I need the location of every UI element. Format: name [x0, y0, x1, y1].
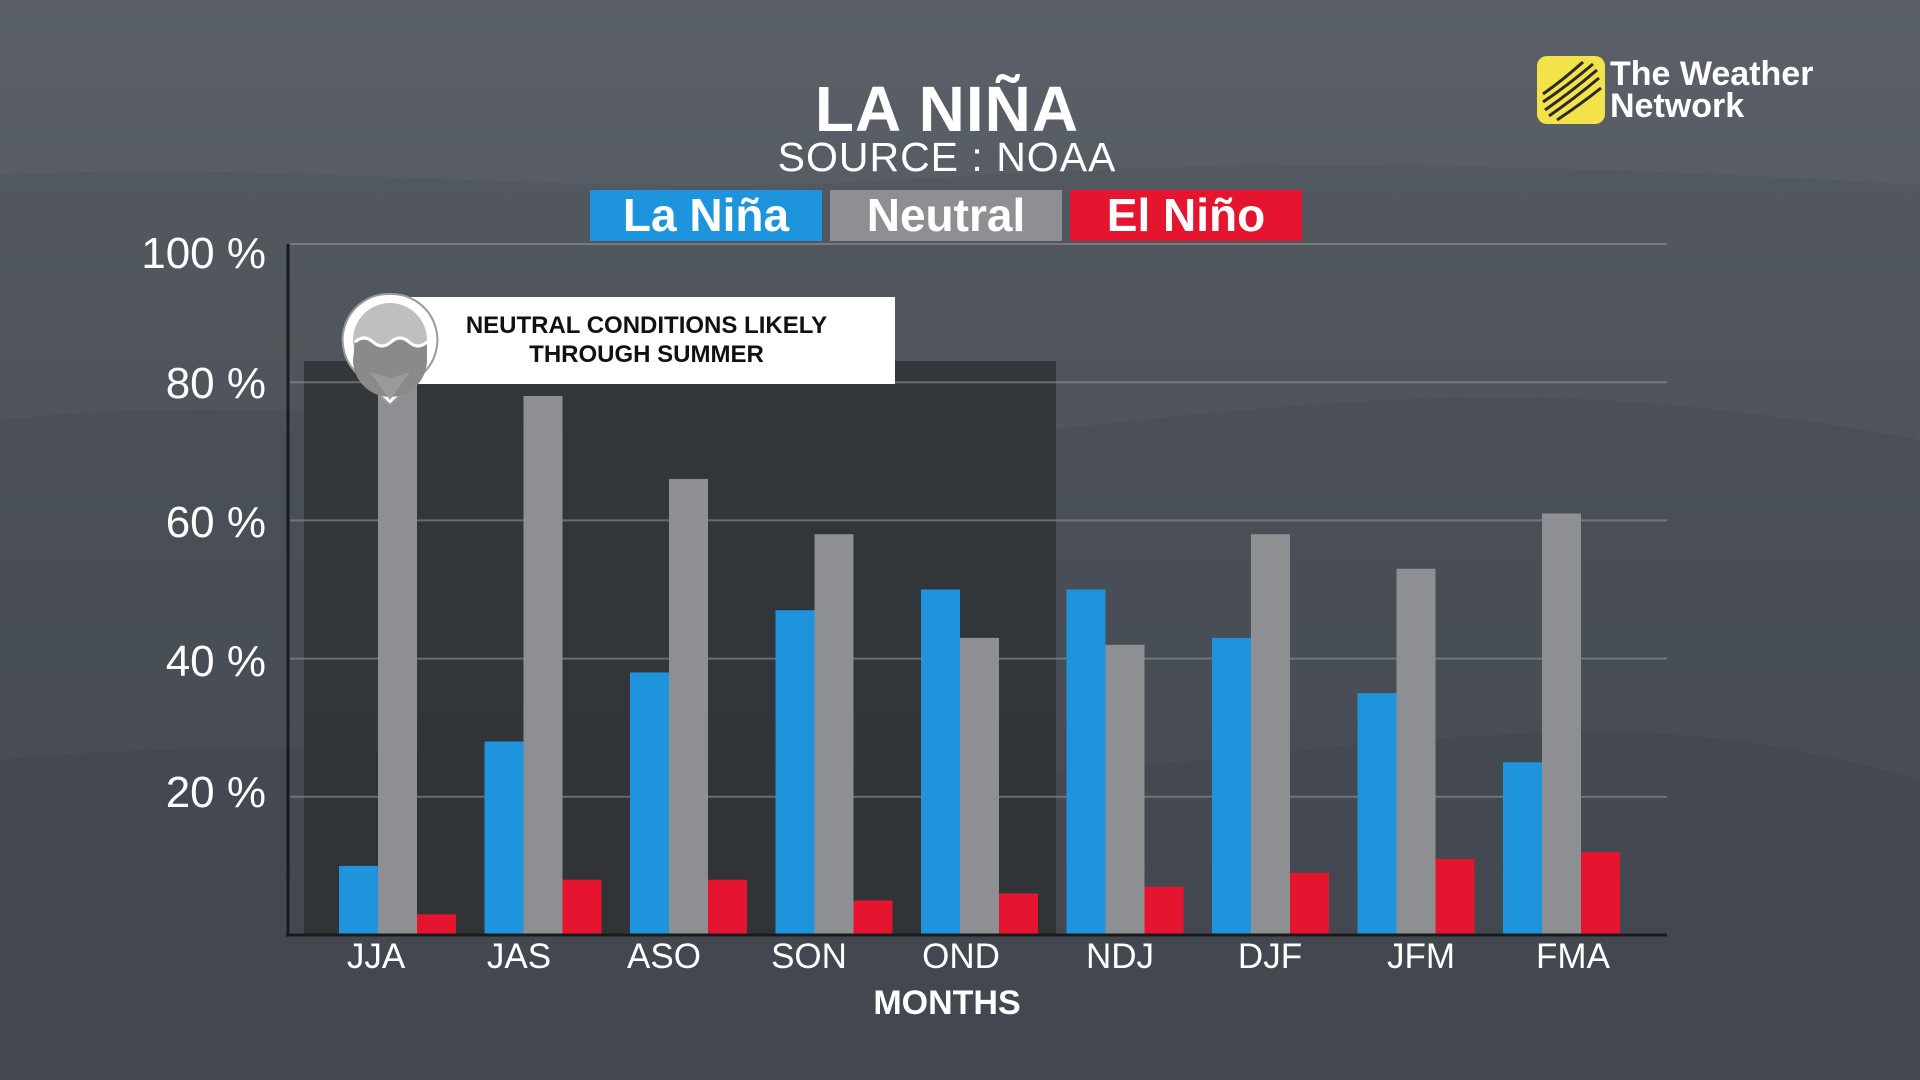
y-tick-label: 60 % [165, 498, 266, 547]
bar-la-ni-a-son [775, 610, 815, 935]
legend-el-nino: El Niño [1070, 190, 1302, 241]
bar-el-ni-o-jas [562, 879, 602, 935]
callout-line-1: NEUTRAL CONDITIONS LIKELY [465, 312, 828, 339]
bar-la-ni-a-aso [630, 672, 669, 935]
bar-el-ni-o-jja [417, 914, 456, 935]
bar-la-ni-a-djf [1212, 637, 1251, 935]
bar-neutral-jfm [1396, 568, 1436, 935]
x-tick-label: JAS [486, 937, 552, 976]
chart-title: LA NIÑA [814, 73, 1080, 145]
bar-neutral-ndj [1105, 644, 1145, 935]
x-tick-label: SON [771, 937, 847, 976]
bar-el-ni-o-ond [999, 893, 1038, 935]
x-tick-label: DJF [1237, 937, 1303, 976]
bar-el-ni-o-fma [1581, 852, 1620, 935]
bar-neutral-fma [1542, 513, 1581, 935]
bar-el-ni-o-son [853, 900, 893, 935]
y-tick-label: 40 % [165, 637, 266, 686]
x-tick-label: NDJ [1085, 937, 1155, 976]
bar-la-ni-a-ndj [1066, 589, 1106, 935]
legend-neutral: Neutral [830, 190, 1062, 241]
brand-logo: The Weather Network [1537, 56, 1813, 124]
bar-neutral-ond [960, 637, 999, 935]
callout-box: NEUTRAL CONDITIONS LIKELY THROUGH SUMMER [398, 297, 895, 384]
y-tick-label: 80 % [165, 359, 266, 408]
bar-la-ni-a-ond [921, 589, 960, 935]
logo-line-1: The Weather [1610, 55, 1814, 93]
bars-group [339, 368, 1620, 935]
bar-el-ni-o-aso [708, 879, 747, 935]
bar-neutral-djf [1251, 534, 1290, 935]
y-tick-label: 20 % [165, 768, 266, 817]
x-tick-label: OND [922, 937, 1000, 976]
logo-line-2: Network [1610, 87, 1745, 125]
x-axis-label: MONTHS [873, 984, 1021, 1022]
bar-la-ni-a-jas [484, 741, 524, 935]
bar-neutral-jas [523, 396, 563, 935]
bar-la-ni-a-jfm [1357, 693, 1397, 935]
legend-la-nina: La Niña [590, 190, 822, 241]
bar-neutral-aso [669, 478, 708, 935]
x-tick-label: JFM [1386, 937, 1456, 976]
bar-el-ni-o-ndj [1144, 886, 1184, 935]
globe-icon [1537, 56, 1605, 124]
bar-neutral-jja [378, 368, 417, 935]
legend: La Niña Neutral El Niño [590, 190, 1302, 241]
bar-el-ni-o-jfm [1435, 858, 1475, 935]
bar-la-ni-a-jja [339, 865, 378, 935]
x-tick-label: FMA [1536, 937, 1610, 976]
x-tick-label: ASO [627, 937, 701, 976]
bar-la-ni-a-fma [1503, 762, 1542, 935]
bar-neutral-son [814, 534, 854, 935]
bar-el-ni-o-djf [1290, 872, 1329, 935]
x-tick-label: JJA [346, 937, 406, 976]
chart-subtitle: SOURCE : NOAA [777, 134, 1117, 180]
callout-line-2: THROUGH SUMMER [529, 341, 764, 368]
water-waves-icon [341, 292, 439, 407]
y-tick-label: 100 % [141, 229, 266, 278]
